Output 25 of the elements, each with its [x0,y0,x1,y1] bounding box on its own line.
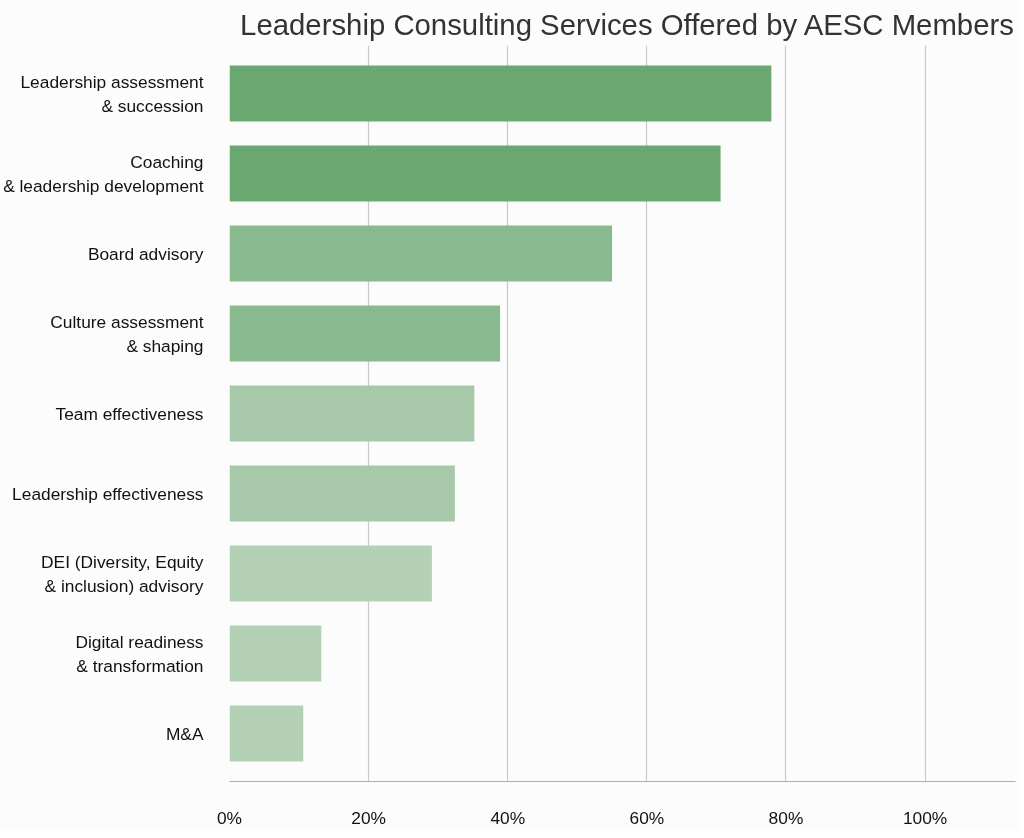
y-tick-label: Digital readiness & transformation [75,631,204,676]
bar [229,305,501,362]
bar [229,465,455,522]
bar [229,65,772,122]
bar [229,145,721,202]
y-tick-label: Board advisory [87,243,204,264]
y-tick-label: Team effectiveness [55,403,204,424]
x-tick-label: 60% [629,807,665,828]
x-tick-label: 100% [902,807,948,828]
bar [229,385,475,442]
x-tick-label: 40% [490,807,526,828]
y-tick-label: Coaching & leadership development [3,151,204,196]
y-tick-label: Leadership assessment & succession [20,71,204,116]
x-tick-label: 0% [216,807,243,828]
y-tick-label: Culture assessment & shaping [50,311,204,356]
bar [229,545,432,602]
y-tick-label: DEI (Diversity, Equity & inclusion) advisory [41,551,204,596]
bar [229,625,322,682]
y-tick-label: Leadership effectiveness [12,483,204,504]
x-tick-label: 80% [768,807,804,828]
y-tick-label: M&A [165,723,204,744]
x-tick-label: 20% [351,807,386,828]
chart-title: Leadership Consulting Services Offered by AESC Members [240,7,1014,41]
bar [229,705,304,762]
bar [229,225,613,282]
